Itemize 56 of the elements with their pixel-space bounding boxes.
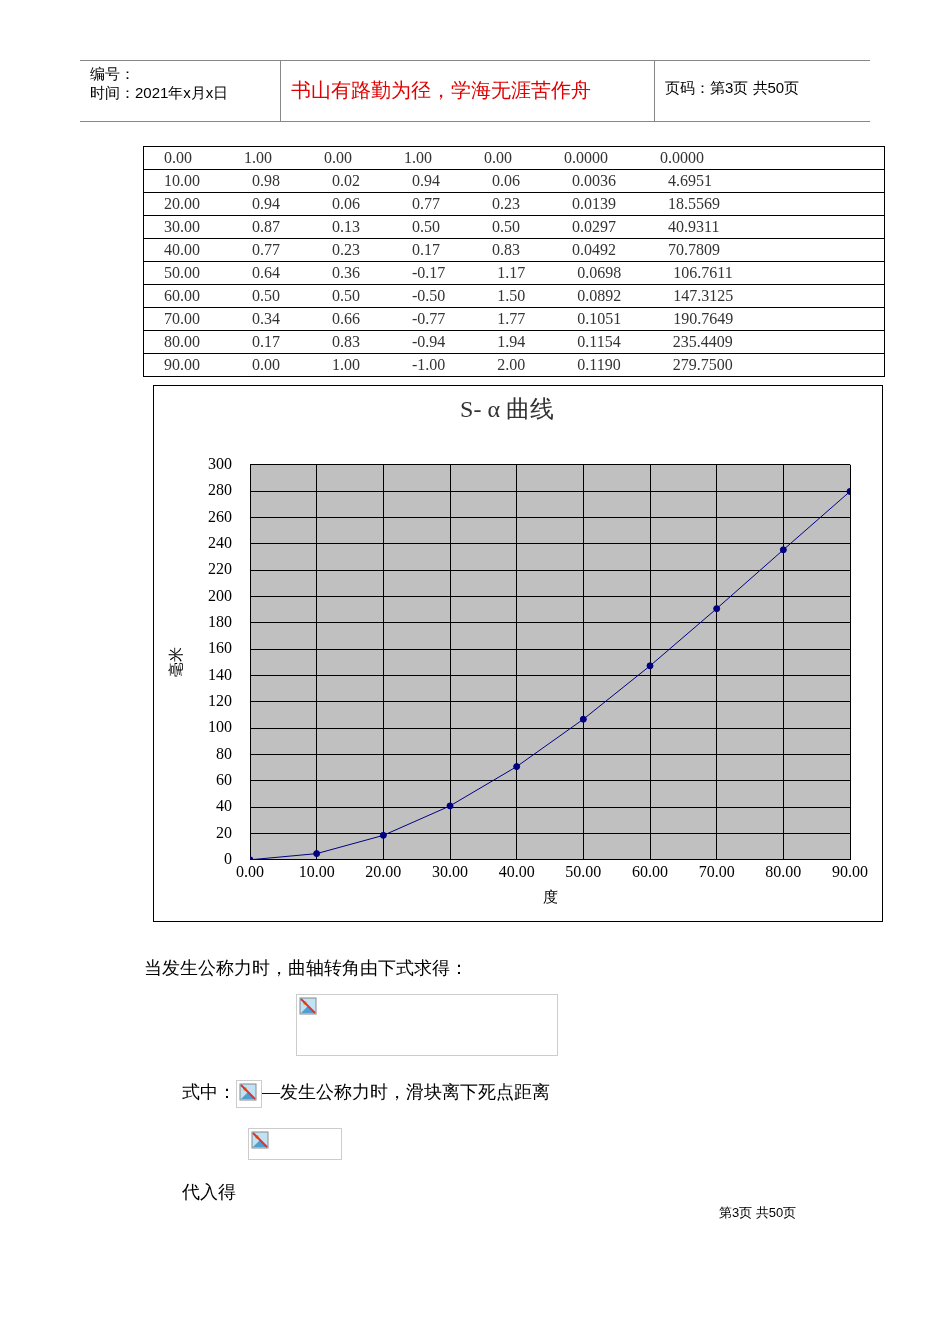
y-tick-label: 180 xyxy=(208,613,232,630)
y-tick-label: 160 xyxy=(208,639,232,657)
point xyxy=(313,850,321,858)
text: 书山有路勤为径，学海无涯苦作舟 xyxy=(280,61,654,121)
y-tick-label: 60 xyxy=(216,771,232,788)
x-tick-label: 50.00 xyxy=(565,862,602,880)
text: 编号： xyxy=(90,65,136,84)
text: 50.00 0.64 0.36 -0.17 1.17 0.0698 106.7611 xyxy=(144,262,884,285)
text: 40.00 0.77 0.23 0.17 0.83 0.0492 70.7809 xyxy=(144,239,884,262)
text: 60.00 0.50 0.50 -0.50 1.50 0.0892 147.3125 xyxy=(144,285,884,308)
text: 当发生公称力时，曲轴转角由下式求得： xyxy=(144,957,469,980)
text: 第3页 共50页 xyxy=(719,1204,798,1222)
y-tick-label: 100 xyxy=(208,718,232,736)
x-tick-label: 80.00 xyxy=(765,862,802,880)
text: —发生公称力时，滑块离下死点距离 xyxy=(262,1082,550,1103)
x-tick-label: 60.00 xyxy=(632,862,668,880)
point xyxy=(379,831,387,839)
y-tick-label: 240 xyxy=(208,534,232,551)
text: 0.00 1.00 0.00 1.00 0.00 0.0000 0.0000 xyxy=(144,147,884,170)
text: 式中： xyxy=(182,1082,236,1103)
point xyxy=(513,763,521,771)
x-tick-label: 30.00 xyxy=(432,862,468,880)
text: 代入得 xyxy=(182,1181,237,1204)
x-axis-title: 度 xyxy=(542,888,558,905)
point xyxy=(579,715,587,723)
y-axis-title: 毫米 xyxy=(167,647,184,678)
y-tick-label: 120 xyxy=(208,692,232,709)
point xyxy=(446,802,454,810)
text: 90.00 0.00 1.00 -1.00 2.00 0.1190 279.7500 xyxy=(144,354,884,377)
y-tick-label: 260 xyxy=(208,507,232,525)
point xyxy=(713,605,721,613)
x-tick-label: 40.00 xyxy=(498,862,535,880)
text: 10.00 0.98 0.02 0.94 0.06 0.0036 4.6951 xyxy=(144,170,884,193)
y-tick-label: 280 xyxy=(208,481,232,499)
text: 时间：2021年x月x日 xyxy=(90,84,230,103)
y-tick-label: 0 xyxy=(224,850,232,867)
y-tick-label: 20 xyxy=(216,823,232,841)
y-tick-label: 200 xyxy=(208,586,232,604)
y-tick-label: 220 xyxy=(208,560,232,578)
chart-title: S- α 曲线 xyxy=(460,395,554,422)
y-tick-label: 80 xyxy=(216,744,232,762)
x-tick-label: 20.00 xyxy=(365,862,402,880)
y-tick-label: 40 xyxy=(216,797,232,815)
text: 70.00 0.34 0.66 -0.77 1.77 0.1051 190.7649 xyxy=(144,308,884,331)
x-tick-label: 10.00 xyxy=(298,862,335,880)
point xyxy=(646,662,654,670)
text: 30.00 0.87 0.13 0.50 0.50 0.0297 40.9311 xyxy=(144,216,884,239)
text: 20.00 0.94 0.06 0.77 0.23 0.0139 18.5569 xyxy=(144,193,884,216)
y-tick-label: 140 xyxy=(208,665,232,683)
text: 页码：第3页 共50页 xyxy=(654,61,870,121)
x-tick-label: 70.00 xyxy=(698,862,735,880)
x-tick-label: 90.00 xyxy=(832,862,868,880)
y-tick-label: 300 xyxy=(208,455,232,472)
point xyxy=(779,546,787,554)
x-tick-label: 0.00 xyxy=(236,862,264,880)
text: 80.00 0.17 0.83 -0.94 1.94 0.1154 235.4409 xyxy=(144,331,884,354)
